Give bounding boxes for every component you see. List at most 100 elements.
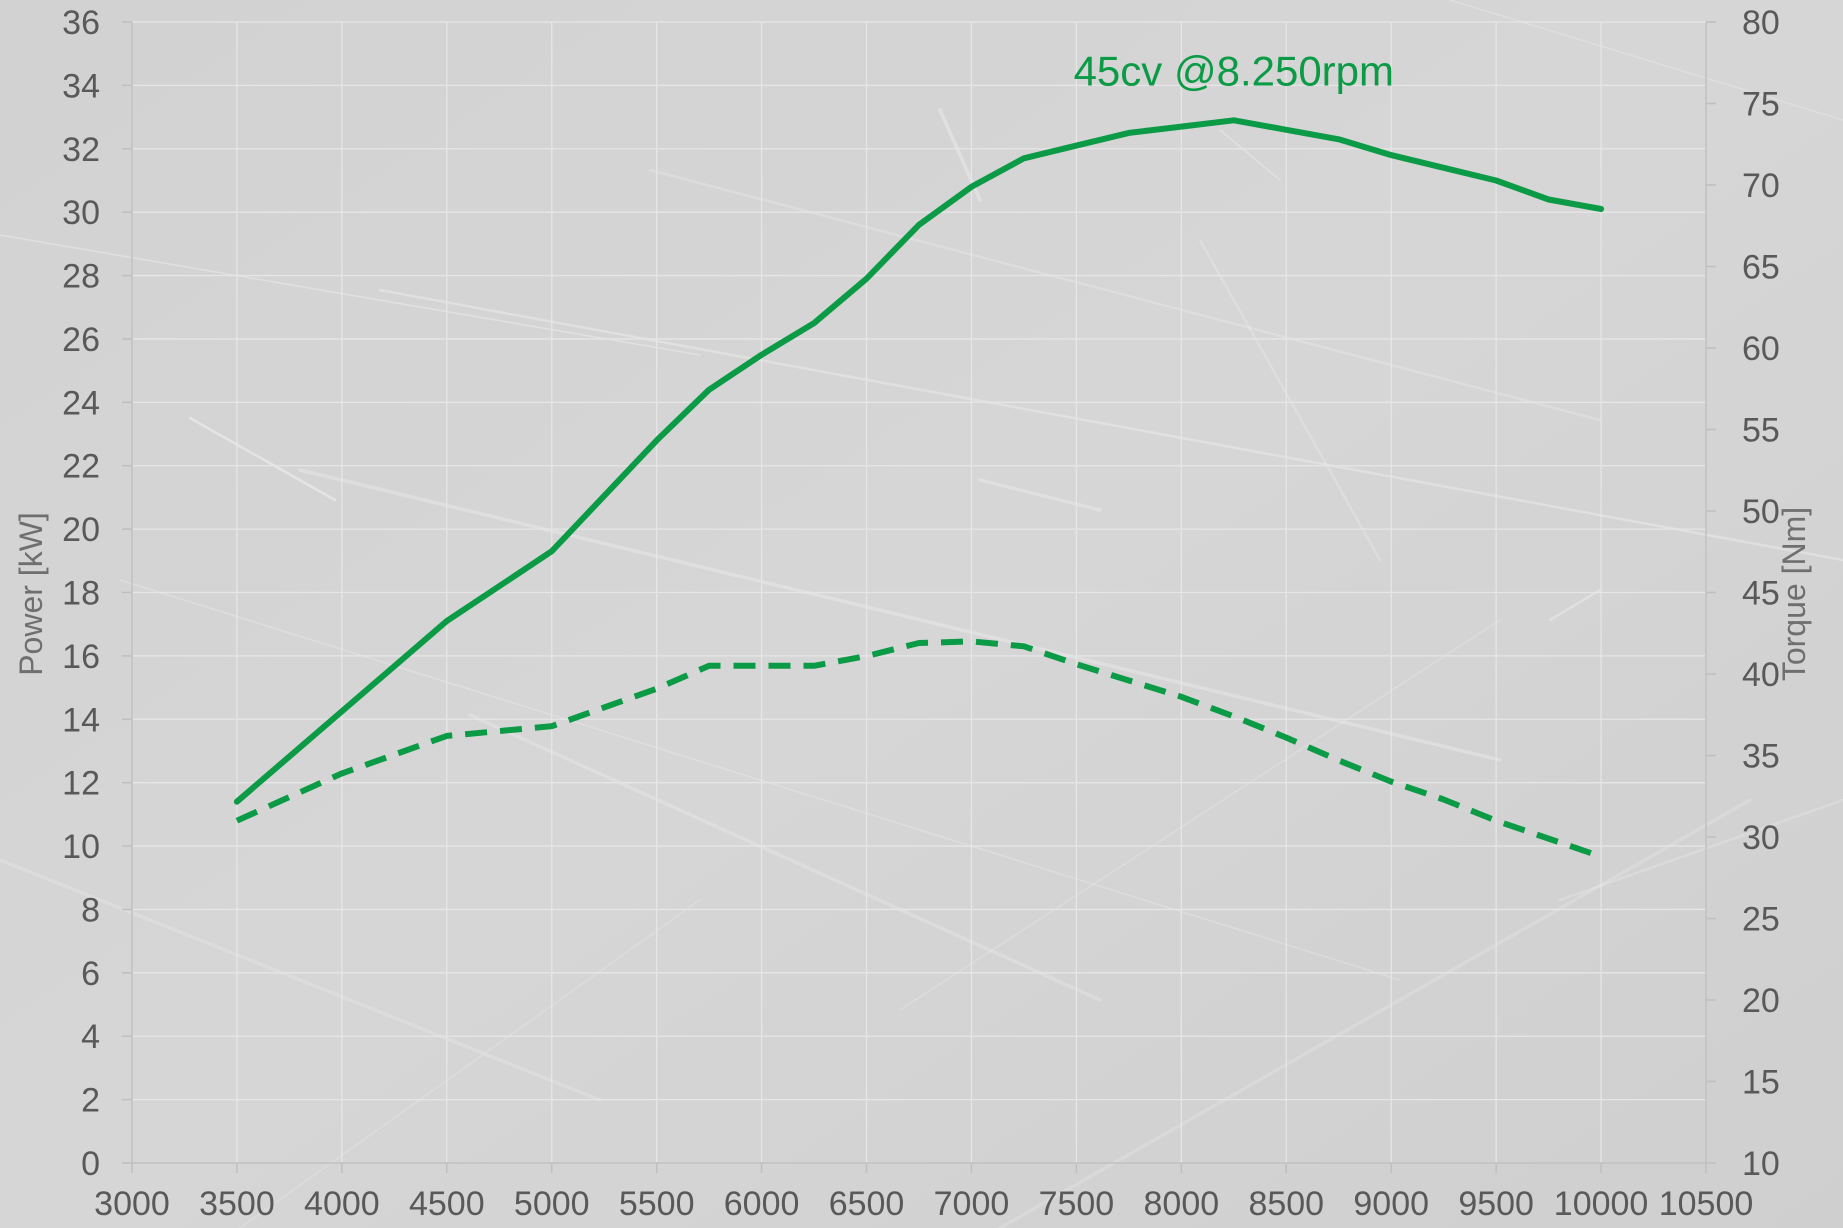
torque-data-point bbox=[916, 640, 922, 646]
x-tick-label: 10500 bbox=[1659, 1185, 1754, 1223]
torque-data-point bbox=[1126, 678, 1132, 684]
scratch-mark bbox=[1558, 798, 1843, 902]
torque-data-point bbox=[1283, 735, 1289, 741]
power-data-point bbox=[916, 222, 922, 228]
torque-data-point bbox=[811, 663, 817, 669]
y-tick-label-left: 34 bbox=[62, 67, 100, 105]
y-tick-label-right: 35 bbox=[1742, 738, 1780, 776]
torque-data-point bbox=[1598, 854, 1604, 860]
power-data-point bbox=[1021, 155, 1027, 161]
scratch-mark bbox=[378, 288, 1843, 562]
y-tick-label-left: 16 bbox=[62, 638, 100, 676]
torque-data-point bbox=[1441, 797, 1447, 803]
y-tick-label-left: 36 bbox=[62, 4, 100, 42]
y-tick-label-left: 20 bbox=[62, 511, 100, 549]
scratch-mark bbox=[1548, 588, 1602, 622]
y-tick-label-left: 2 bbox=[81, 1082, 100, 1120]
y-tick-label-right: 70 bbox=[1742, 167, 1780, 205]
torque-data-point bbox=[706, 663, 712, 669]
x-tick-label: 7500 bbox=[1039, 1185, 1115, 1223]
x-tick-label: 4000 bbox=[304, 1185, 380, 1223]
series-group bbox=[233, 117, 1605, 860]
power-data-point bbox=[1178, 124, 1184, 130]
scratch-mark bbox=[298, 468, 1502, 762]
power-data-point bbox=[706, 387, 712, 393]
torque-data-point bbox=[1336, 757, 1342, 763]
torque-data-point bbox=[549, 723, 555, 729]
y-tick-label-left: 28 bbox=[62, 258, 100, 296]
torque-data-point bbox=[1388, 779, 1394, 785]
torque-data-point bbox=[759, 663, 765, 669]
x-tick-label: 3000 bbox=[94, 1185, 170, 1223]
power-data-point bbox=[968, 184, 974, 190]
y-tick-label-left: 24 bbox=[62, 384, 100, 422]
scratch-mark bbox=[0, 858, 602, 1102]
x-tick-label: 4500 bbox=[409, 1185, 485, 1223]
y-tick-label-left: 10 bbox=[62, 828, 100, 866]
torque-data-point bbox=[234, 818, 240, 824]
power-data-point bbox=[1283, 127, 1289, 133]
y-tick-label-right: 75 bbox=[1742, 86, 1780, 124]
torque-data-point bbox=[444, 733, 450, 739]
y-tick-label-left: 32 bbox=[62, 131, 100, 169]
torque-data-point bbox=[654, 686, 660, 692]
power-data-point bbox=[811, 320, 817, 326]
torque-data-point bbox=[1021, 643, 1027, 649]
power-data-point bbox=[864, 276, 870, 282]
power-data-point bbox=[1493, 177, 1499, 183]
y-tick-label-right: 25 bbox=[1742, 901, 1780, 939]
y-tick-label-right: 20 bbox=[1742, 982, 1780, 1020]
scratch-mark bbox=[1449, 0, 1843, 121]
y-tick-label-left: 8 bbox=[81, 891, 100, 929]
x-tick-label: 8000 bbox=[1144, 1185, 1220, 1223]
x-tick-label: 7000 bbox=[934, 1185, 1010, 1223]
y-tick-label-left: 12 bbox=[62, 765, 100, 803]
x-tick-label: 3500 bbox=[199, 1185, 275, 1223]
torque-series-line bbox=[235, 638, 1603, 860]
power-data-point bbox=[234, 799, 240, 805]
y-tick-label-left: 30 bbox=[62, 194, 100, 232]
y-tick-label-right: 65 bbox=[1742, 249, 1780, 287]
power-data-point bbox=[1126, 130, 1132, 136]
scratch-mark bbox=[998, 798, 1752, 1228]
power-data-point bbox=[549, 548, 555, 554]
torque-data-point bbox=[1178, 694, 1184, 700]
scratch-mark bbox=[468, 713, 1102, 1002]
x-tick-label: 10000 bbox=[1554, 1185, 1649, 1223]
scratch-mark bbox=[899, 619, 1501, 1011]
power-data-point bbox=[1336, 136, 1342, 142]
torque-data-point bbox=[968, 638, 974, 644]
torque-data-point bbox=[1073, 661, 1079, 667]
torque-data-point bbox=[1231, 713, 1237, 719]
y-tick-label-right: 60 bbox=[1742, 330, 1780, 368]
x-tick-label: 5000 bbox=[514, 1185, 590, 1223]
power-data-point bbox=[444, 618, 450, 624]
torque-data-point bbox=[339, 770, 345, 776]
scratch-mark bbox=[188, 416, 337, 502]
labels: Power [kW] Torque [Nm] 45cv @8.250rpm bbox=[13, 47, 1812, 681]
power-data-point bbox=[1598, 206, 1604, 212]
x-tick-label: 9500 bbox=[1458, 1185, 1534, 1223]
y-axis-title-torque: Torque [Nm] bbox=[1776, 507, 1812, 681]
power-data-point bbox=[1073, 143, 1079, 149]
power-data-point bbox=[1546, 196, 1552, 202]
y-tick-label-right: 80 bbox=[1742, 4, 1780, 42]
torque-data-point bbox=[1546, 836, 1552, 842]
power-data-point bbox=[1441, 165, 1447, 171]
grid bbox=[131, 21, 1707, 1164]
scratch-mark bbox=[0, 234, 701, 356]
x-tick-label: 9000 bbox=[1353, 1185, 1429, 1223]
y-tick-label-left: 18 bbox=[62, 575, 100, 613]
scratch-mark bbox=[239, 899, 701, 1228]
x-tick-label: 5500 bbox=[619, 1185, 695, 1223]
y-tick-label-right: 55 bbox=[1742, 412, 1780, 450]
y-tick-label-right: 50 bbox=[1742, 493, 1780, 531]
torque-data-point bbox=[1493, 818, 1499, 824]
x-tick-label: 8500 bbox=[1248, 1185, 1324, 1223]
y-tick-label-right: 30 bbox=[1742, 819, 1780, 857]
scratch-mark bbox=[119, 579, 1401, 981]
